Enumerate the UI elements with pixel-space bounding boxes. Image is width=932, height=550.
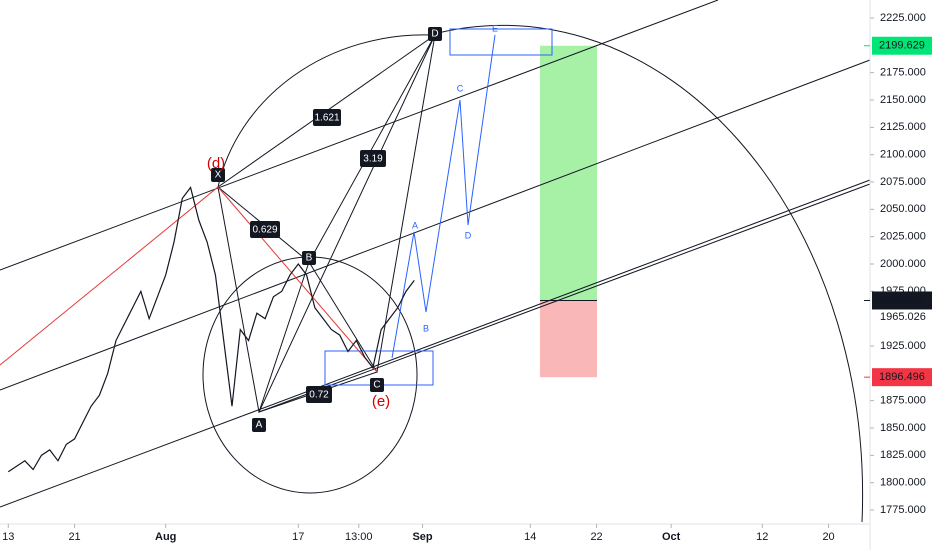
x-tick-label: Aug bbox=[155, 531, 176, 543]
x-tick-label: 12 bbox=[756, 531, 768, 543]
price-tag bbox=[872, 36, 932, 55]
pattern-labels: X A B C D 1.621 3.19 0.629 0.72 (d) (e) … bbox=[207, 23, 926, 432]
x-tick-label: 13:00 bbox=[345, 531, 373, 543]
side-label: 1965.026 bbox=[880, 311, 926, 323]
price-line bbox=[7, 186, 415, 473]
wave-label: (e) bbox=[372, 393, 390, 410]
channel-line bbox=[258, 183, 871, 413]
projection-label: E bbox=[492, 23, 498, 33]
y-tick-label: 2075.000 bbox=[880, 176, 926, 188]
y-tick-label: 2225.000 bbox=[880, 12, 926, 24]
point-bg bbox=[252, 418, 266, 432]
y-tick-label: 1925.000 bbox=[880, 340, 926, 352]
x-tick-label: Sep bbox=[412, 531, 432, 543]
y-tick-label: 2125.000 bbox=[880, 121, 926, 133]
x-tick-label: 14 bbox=[524, 531, 536, 543]
price-tag bbox=[872, 291, 932, 310]
stop-zone bbox=[540, 300, 597, 378]
ratio-bg bbox=[306, 386, 332, 403]
red-line bbox=[0, 186, 378, 373]
point-bg bbox=[428, 27, 442, 41]
y-tick-label: 1875.000 bbox=[880, 395, 926, 407]
y-tick-label: 1825.000 bbox=[880, 449, 926, 461]
point-bg bbox=[370, 378, 384, 392]
drawings bbox=[0, 0, 871, 550]
x-tick-label: Oct bbox=[662, 531, 681, 543]
price-tag-label: 1896.496 bbox=[879, 371, 925, 383]
price-tag-label: 1966.636 bbox=[879, 294, 925, 306]
price-tag bbox=[872, 368, 932, 387]
y-tick-label: 2150.000 bbox=[880, 94, 926, 106]
xabcd bbox=[217, 33, 436, 413]
x-tick-label: 13 bbox=[2, 531, 14, 543]
channel-line bbox=[0, 179, 871, 508]
point-label: A bbox=[256, 420, 263, 431]
projection-label: D bbox=[465, 230, 472, 240]
channel-line bbox=[0, 0, 719, 271]
price-tag-label: 2199.629 bbox=[879, 40, 925, 52]
y-tick-label: 2000.000 bbox=[880, 258, 926, 270]
point-bg bbox=[211, 168, 225, 182]
ratio-bg bbox=[250, 221, 280, 238]
ratio-label: 3.19 bbox=[363, 154, 383, 165]
ratio-bg bbox=[360, 150, 386, 167]
point-label: D bbox=[431, 29, 438, 40]
point-bg bbox=[302, 251, 316, 265]
point-label: B bbox=[306, 253, 313, 264]
ratio-label: 0.72 bbox=[309, 390, 329, 401]
x-tick-label: 17 bbox=[292, 531, 304, 543]
projection-label: A bbox=[412, 220, 418, 230]
point-label: X bbox=[215, 170, 222, 181]
channel-line bbox=[0, 59, 871, 391]
x-tick-label: 20 bbox=[822, 531, 834, 543]
y-tick-label: 1775.000 bbox=[880, 504, 926, 516]
y-tick-label: 2100.000 bbox=[880, 149, 926, 161]
projection bbox=[391, 34, 496, 359]
x-tick-label: 22 bbox=[590, 531, 602, 543]
ratio-label: 1.621 bbox=[314, 113, 339, 124]
y-tick-label: 2025.000 bbox=[880, 231, 926, 243]
projection-label: B bbox=[423, 323, 429, 333]
target-zone bbox=[540, 45, 597, 301]
projection-label: C bbox=[457, 83, 464, 93]
arc bbox=[217, 24, 864, 523]
ratio-bg bbox=[313, 109, 341, 126]
ratio-label: 0.629 bbox=[252, 225, 277, 236]
y-tick-label: 1800.000 bbox=[880, 477, 926, 489]
y-tick-label: 2175.000 bbox=[880, 67, 926, 79]
point-label: C bbox=[373, 380, 380, 391]
box bbox=[449, 28, 553, 56]
x-tick-label: 21 bbox=[68, 531, 80, 543]
y-tick-label: 2050.000 bbox=[880, 203, 926, 215]
wave-label: (d) bbox=[207, 155, 225, 172]
y-tick-label: 1850.000 bbox=[880, 422, 926, 434]
